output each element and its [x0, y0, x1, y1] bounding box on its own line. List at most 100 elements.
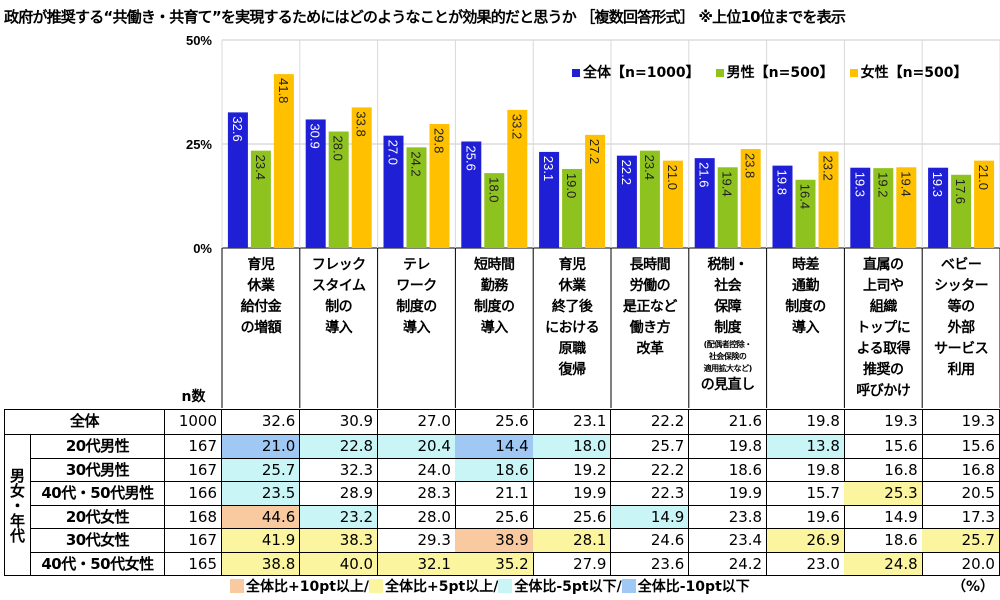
- table-cell: 13.8: [766, 435, 845, 459]
- category-label-line: 社会: [714, 278, 742, 294]
- table-cell: 23.2: [299, 506, 379, 529]
- row-label: 40代・50代女性: [31, 553, 165, 576]
- bar-male: [562, 168, 583, 248]
- table-cell: 28.9: [299, 482, 379, 506]
- bar-female: [896, 167, 917, 248]
- highlight-swatch: [621, 579, 636, 593]
- table-cell: 23.5: [222, 482, 301, 506]
- table-cell: 38.8: [222, 553, 301, 576]
- table-cell: 35.2: [455, 553, 534, 576]
- data-label: 23.4: [253, 155, 268, 180]
- row-label: 全体: [4, 410, 165, 435]
- category-label-line: 通勤: [791, 278, 819, 294]
- n-value: 165: [165, 553, 222, 576]
- legend-item: 全体【n=1000】: [572, 62, 700, 82]
- bar-all: [928, 167, 949, 248]
- row-label: 20代女性: [31, 506, 165, 529]
- category-label-line: 育児: [247, 257, 275, 273]
- table-cell: 22.8: [299, 435, 379, 459]
- category-label-line: 勤務: [480, 278, 508, 294]
- data-label: 19.3: [930, 172, 945, 197]
- category-label: 時差 通勤 制度の 導入: [767, 255, 845, 339]
- data-label: 19.4: [720, 171, 735, 196]
- category-label-line: シッター: [934, 278, 989, 294]
- category-label-line: 直属の: [863, 257, 904, 273]
- data-label: 19.4: [898, 171, 913, 196]
- bar-all: [616, 155, 637, 248]
- bar-male: [406, 147, 427, 248]
- data-label: 25.6: [463, 146, 478, 171]
- category-label: ベビー シッター 等の 外部 サービス 利用: [922, 255, 1000, 381]
- table-cell: 19.3: [922, 410, 1000, 435]
- table-cell: 19.8: [766, 459, 845, 482]
- category-label-line: 組織: [869, 299, 897, 315]
- legend-item: 女性【n=500】: [849, 62, 968, 82]
- bar-all: [305, 119, 326, 249]
- data-label: 19.8: [775, 170, 790, 195]
- table-cell: 15.6: [922, 435, 1000, 459]
- unit-label: （%）: [951, 579, 994, 595]
- highlight-label: 全体比+10pt以上/: [246, 579, 370, 595]
- highlight-swatch: [369, 579, 384, 593]
- data-label: 19.0: [564, 173, 579, 198]
- data-label: 32.6: [230, 116, 245, 141]
- table-cell: 17.3: [922, 506, 1000, 529]
- category-label-line: 制度の: [474, 299, 515, 315]
- table-cell: 38.3: [299, 529, 379, 553]
- category-label-line: テレ: [402, 257, 430, 273]
- data-label: 19.2: [875, 172, 890, 197]
- table-cell: 25.6: [455, 410, 534, 435]
- category-label: 短時間 勤務 制度の 導入: [455, 255, 533, 339]
- category-label: 育児 休業 給付金 の増額: [222, 255, 300, 339]
- row-label: 20代男性: [31, 435, 165, 459]
- table-cell: 23.0: [766, 553, 845, 576]
- bar-male: [717, 167, 738, 248]
- category-label-line: 労働の: [629, 278, 671, 294]
- bar-female: [429, 124, 450, 248]
- bar-male: [328, 131, 349, 248]
- table-cell: 20.0: [922, 553, 1000, 576]
- table-cell: 14.4: [455, 435, 534, 459]
- data-label: 29.8: [432, 128, 447, 153]
- n-value: 167: [165, 435, 222, 459]
- table-cell: 19.2: [533, 459, 612, 482]
- y-tick-label: 0%: [193, 241, 212, 256]
- table-cell: 19.9: [688, 482, 768, 506]
- highlight-legend: 全体比+10pt以上/全体比+5pt以上/全体比-5pt以下/全体比-10pt以…: [230, 576, 750, 596]
- data-label: 24.2: [409, 151, 424, 176]
- table-cell: 25.7: [611, 435, 690, 459]
- bar-female: [818, 151, 839, 248]
- data-label: 21.6: [697, 162, 712, 187]
- row-label: 30代男性: [31, 459, 165, 482]
- table-cell: 24.0: [377, 459, 456, 482]
- bar-female: [740, 148, 761, 248]
- category-label-line: ベビー: [940, 257, 982, 273]
- bar-female: [507, 109, 528, 248]
- bar-all: [694, 158, 715, 248]
- bar-all: [772, 165, 793, 248]
- category-label-line: 制度: [714, 320, 742, 336]
- table-cell: 25.7: [222, 459, 301, 482]
- category-label-line: 改革: [636, 341, 664, 357]
- category-label-line: 等の: [947, 299, 975, 315]
- data-label: 23.8: [743, 153, 758, 178]
- y-tick-label: 25%: [186, 137, 212, 152]
- table-cell: 25.6: [455, 506, 534, 529]
- table-cell: 14.9: [611, 506, 690, 529]
- data-label: 27.0: [386, 140, 401, 165]
- category-label-line: 社会保険の: [708, 352, 747, 361]
- chart-title: 政府が推奨する“共働き・共育て”を実現するためにはどのようなことが効果的だと思う…: [4, 8, 846, 26]
- n-value: 166: [165, 482, 222, 506]
- table-cell: 15.6: [844, 435, 923, 459]
- category-label-line: 育児: [558, 257, 586, 273]
- bar-female: [273, 74, 294, 248]
- legend-label: 男性【n=500】: [726, 65, 834, 81]
- category-label-line: 税制・: [707, 257, 748, 273]
- bar-male: [484, 173, 505, 248]
- category-label-line: 休業: [247, 278, 275, 294]
- table-cell: 18.6: [844, 529, 923, 553]
- table-cell: 15.7: [766, 482, 845, 506]
- category-label-line: の見直し: [700, 377, 755, 393]
- category-label-line: 上司や: [863, 278, 904, 294]
